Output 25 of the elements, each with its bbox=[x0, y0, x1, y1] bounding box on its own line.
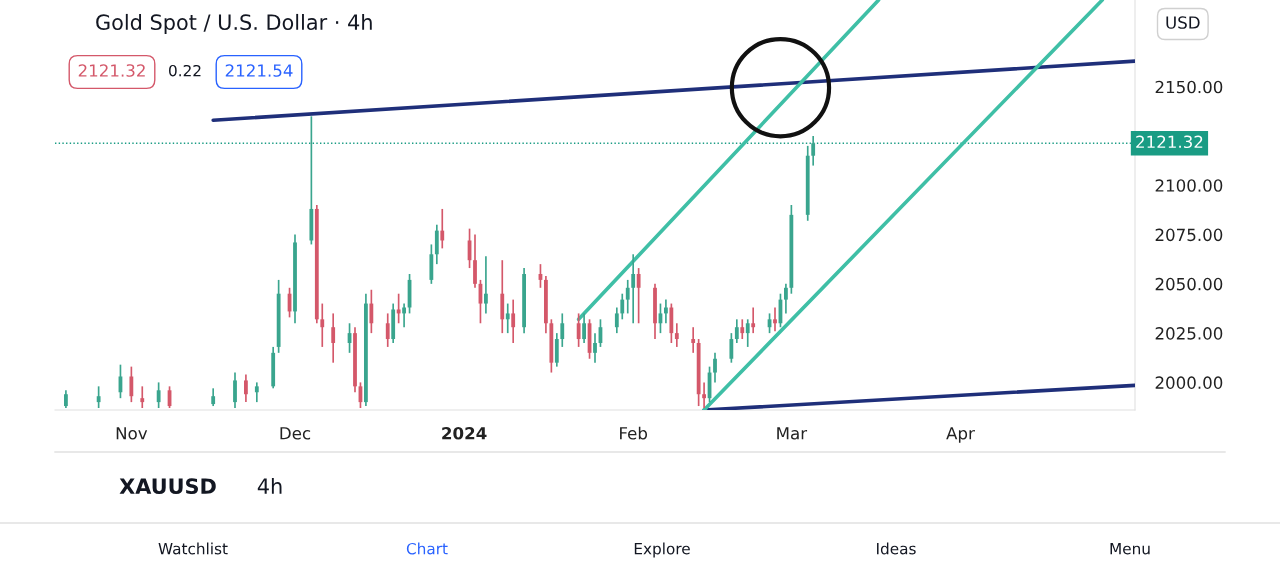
text: Ideas bbox=[877, 542, 916, 555]
y-tick-label: 2050.00 bbox=[1155, 277, 1223, 291]
text: Gold Spot / U.S. Dollar · 4h bbox=[96, 13, 372, 35]
annotation: 2121.32 bbox=[78, 64, 145, 77]
y-tick-label: 2000.00 bbox=[1155, 376, 1223, 389]
x-tick-label: 2024 bbox=[442, 426, 487, 440]
x-tick-label: Feb bbox=[620, 426, 648, 440]
ref-line-label: 2121.32 bbox=[1136, 135, 1203, 149]
y-tick-label: 2100.00 bbox=[1155, 179, 1223, 192]
y-tick-label: 2150.00 bbox=[1155, 80, 1223, 94]
x-tick-label: Apr bbox=[946, 427, 975, 443]
annotation: 0.22 bbox=[169, 64, 201, 77]
text: Chart bbox=[406, 542, 448, 555]
text: Watchlist bbox=[158, 542, 228, 555]
y-tick-label: 2075.00 bbox=[1155, 228, 1223, 242]
x-tick-label: Nov bbox=[116, 427, 148, 440]
y-tick-label: 2025.00 bbox=[1155, 327, 1223, 340]
x-tick-label: Mar bbox=[777, 427, 808, 440]
text: Explore bbox=[634, 542, 690, 558]
text: USD bbox=[1166, 16, 1200, 29]
text: XAUUSD bbox=[119, 478, 216, 495]
text: Menu bbox=[1110, 543, 1150, 555]
annotation: 2121.54 bbox=[225, 64, 293, 77]
x-tick-label: Dec bbox=[280, 427, 311, 440]
text: 4h bbox=[257, 477, 282, 494]
